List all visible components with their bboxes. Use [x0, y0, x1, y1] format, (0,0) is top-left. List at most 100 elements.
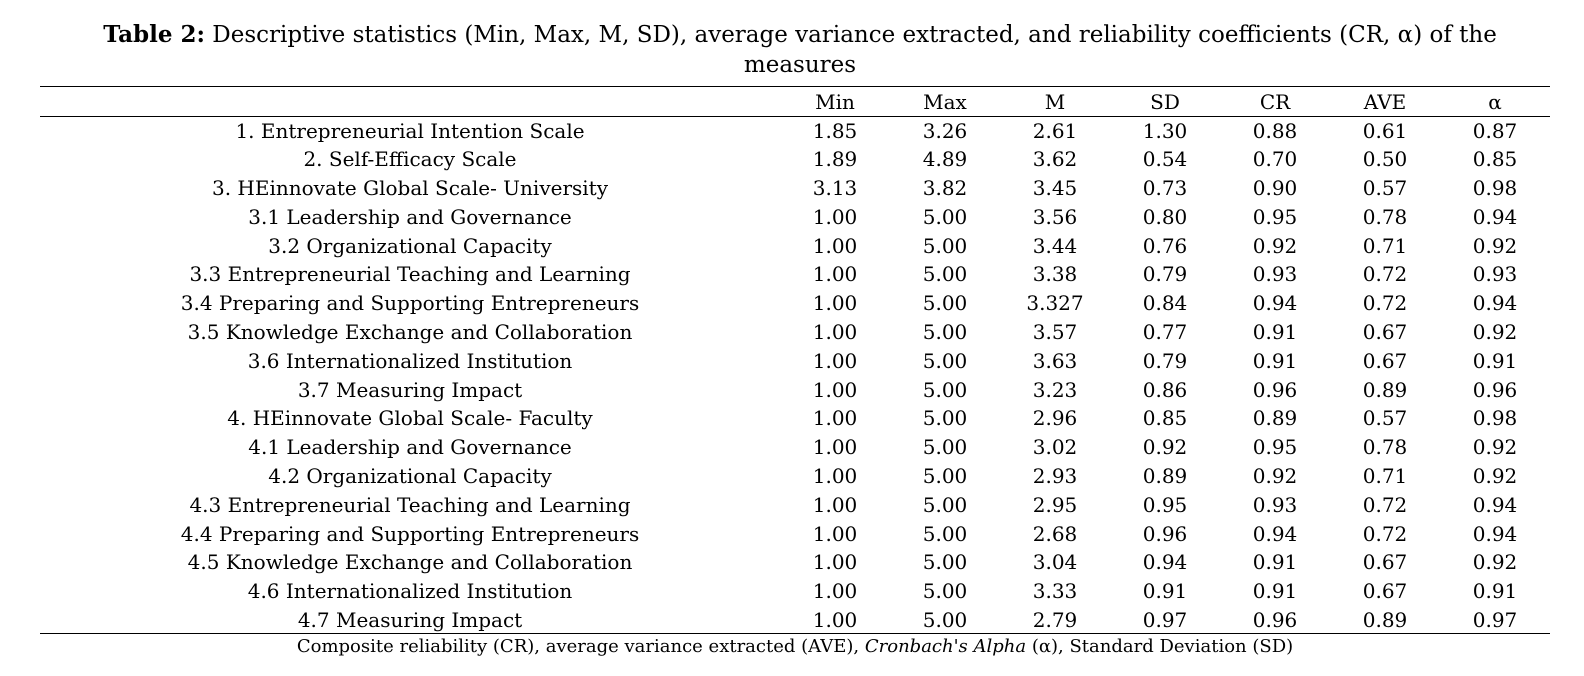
cell-measure: 4.7 Measuring Impact [297, 607, 523, 632]
cell-sd: 0.54 [1142, 147, 1188, 172]
cell-max: 5.00 [922, 435, 968, 460]
cell-alpha: 0.94 [1472, 291, 1518, 316]
cell-min: 1.00 [812, 348, 858, 373]
bottom-rule [40, 633, 1550, 634]
cell-mean: 3.327 [1026, 291, 1084, 316]
cell-alpha: 0.94 [1472, 204, 1518, 229]
table-row: 4. HEinnovate Global Scale- Faculty 1.00 5… [40, 404, 1550, 433]
cell-ave: 0.72 [1362, 521, 1408, 546]
cell-max: 5.00 [922, 579, 968, 604]
cell-measure: 4.6 Internationalized Institution [247, 579, 573, 604]
cell-ave: 0.89 [1362, 607, 1408, 632]
cell-ave: 0.78 [1362, 435, 1408, 460]
cell-min: 1.00 [812, 204, 858, 229]
cell-sd: 0.77 [1142, 319, 1188, 344]
cell-mean: 3.56 [1032, 204, 1078, 229]
cell-ave: 0.57 [1362, 406, 1408, 431]
table-row: 3.2 Organizational Capacity 1.00 5.00 3.44 0… [40, 231, 1550, 260]
cell-measure: 4.3 Entrepreneurial Teaching and Learnin… [189, 492, 631, 517]
cell-alpha: 0.94 [1472, 521, 1518, 546]
cell-measure: 3.1 Leadership and Governance [248, 204, 572, 229]
header-sd: SD [1150, 89, 1180, 114]
cell-measure: 3.4 Preparing and Supporting Entrepreneu… [180, 291, 640, 316]
cell-alpha: 0.96 [1472, 377, 1518, 402]
cell-ave: 0.89 [1362, 377, 1408, 402]
cell-min: 3.13 [812, 175, 858, 200]
cell-measure: 1. Entrepreneurial Intention Scale [235, 118, 585, 143]
cell-sd: 0.85 [1142, 406, 1188, 431]
cell-min: 1.00 [812, 291, 858, 316]
table-row: 2. Self-Efficacy Scale 1.89 4.89 3.62 0.54 0.… [40, 145, 1550, 174]
cell-cr: 0.94 [1252, 291, 1298, 316]
cell-alpha: 0.98 [1472, 406, 1518, 431]
cell-min: 1.00 [812, 262, 858, 287]
cell-max: 5.00 [922, 262, 968, 287]
cell-mean: 3.45 [1032, 175, 1078, 200]
cell-alpha: 0.94 [1472, 492, 1518, 517]
cell-sd: 0.84 [1142, 291, 1188, 316]
cell-mean: 3.04 [1032, 550, 1078, 575]
cell-alpha: 0.92 [1472, 435, 1518, 460]
cell-sd: 0.76 [1142, 233, 1188, 258]
table-row: 4.1 Leadership and Governance 1.00 5.00 3.0… [40, 433, 1550, 462]
cell-measure: 3.6 Internationalized Institution [247, 348, 573, 373]
cell-sd: 0.95 [1142, 492, 1188, 517]
cell-mean: 3.63 [1032, 348, 1078, 373]
cell-mean: 3.23 [1032, 377, 1078, 402]
cell-ave: 0.71 [1362, 233, 1408, 258]
table-row: 4.2 Organizational Capacity 1.00 5.00 2.93 0… [40, 462, 1550, 491]
cell-min: 1.00 [812, 521, 858, 546]
header-measure [40, 87, 780, 116]
table-body: 1. Entrepreneurial Intention Scale 1.85 3.… [40, 116, 1550, 634]
cell-ave: 0.71 [1362, 463, 1408, 488]
table-row: 4.6 Internationalized Institution 1.00 5.0… [40, 577, 1550, 606]
cell-min: 1.00 [812, 463, 858, 488]
cell-sd: 0.94 [1142, 550, 1188, 575]
cell-sd: 0.86 [1142, 377, 1188, 402]
caption-label: Table 2: [103, 21, 205, 48]
cell-min: 1.89 [812, 147, 858, 172]
cell-ave: 0.72 [1362, 262, 1408, 287]
cell-measure: 4.2 Organizational Capacity [268, 463, 552, 488]
cell-max: 5.00 [922, 348, 968, 373]
cell-max: 4.89 [922, 147, 968, 172]
cell-max: 5.00 [922, 291, 968, 316]
table-row: 3. HEinnovate Global Scale- University 3.… [40, 174, 1550, 203]
cell-mean: 2.79 [1032, 607, 1078, 632]
cell-mean: 3.57 [1032, 319, 1078, 344]
cell-cr: 0.91 [1252, 319, 1298, 344]
cell-measure: 3. HEinnovate Global Scale- University [211, 175, 609, 200]
table-row: 3.6 Internationalized Institution 1.00 5.0… [40, 346, 1550, 375]
cell-max: 3.26 [922, 118, 968, 143]
cell-min: 1.00 [812, 406, 858, 431]
cell-mean: 3.33 [1032, 579, 1078, 604]
cell-cr: 0.94 [1252, 521, 1298, 546]
cell-cr: 0.91 [1252, 579, 1298, 604]
cell-ave: 0.57 [1362, 175, 1408, 200]
cell-max: 5.00 [922, 204, 968, 229]
cell-min: 1.00 [812, 550, 858, 575]
cell-mean: 2.61 [1032, 118, 1078, 143]
cell-mean: 2.93 [1032, 463, 1078, 488]
cell-mean: 3.44 [1032, 233, 1078, 258]
table-row: 4.7 Measuring Impact 1.00 5.00 2.79 0.97 0.96… [40, 606, 1550, 635]
cell-min: 1.00 [812, 377, 858, 402]
header-row: Min Max M SD CR AVE α [40, 87, 1550, 116]
cell-cr: 0.95 [1252, 435, 1298, 460]
cell-max: 5.00 [922, 492, 968, 517]
cell-alpha: 0.92 [1472, 550, 1518, 575]
cell-alpha: 0.92 [1472, 319, 1518, 344]
cell-ave: 0.67 [1362, 550, 1408, 575]
cell-min: 1.00 [812, 607, 858, 632]
cell-cr: 0.92 [1252, 463, 1298, 488]
cell-measure: 3.3 Entrepreneurial Teaching and Learnin… [189, 262, 631, 287]
cell-max: 3.82 [922, 175, 968, 200]
cell-cr: 0.89 [1252, 406, 1298, 431]
cell-alpha: 0.91 [1472, 579, 1518, 604]
cell-min: 1.85 [812, 118, 858, 143]
cell-sd: 0.73 [1142, 175, 1188, 200]
cell-sd: 0.97 [1142, 607, 1188, 632]
cell-max: 5.00 [922, 377, 968, 402]
cell-mean: 2.95 [1032, 492, 1078, 517]
header-rule [40, 116, 1550, 117]
